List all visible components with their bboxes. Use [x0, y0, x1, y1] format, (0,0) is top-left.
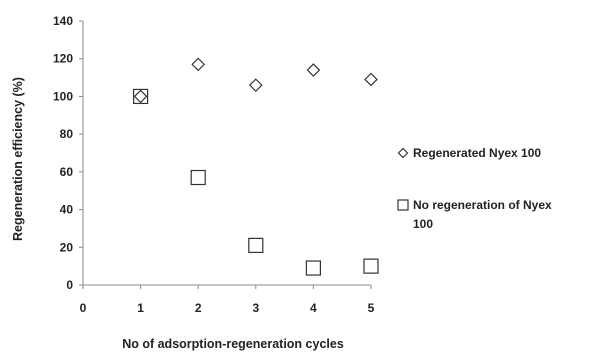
legend-label: No regeneration of Nyex 100: [413, 198, 552, 231]
square-point: [248, 237, 264, 253]
x-tick-label: 5: [368, 301, 375, 315]
diamond-point: [306, 63, 321, 77]
y-tick-label: 80: [60, 127, 74, 141]
y-tick-label: 60: [60, 165, 74, 179]
diamond-point: [364, 72, 378, 87]
y-tick-label: 120: [53, 52, 73, 66]
diamond-point: [248, 78, 263, 92]
square-point: [190, 169, 206, 186]
square-point: [305, 260, 321, 276]
y-tick-label: 0: [66, 278, 73, 292]
legend-label: Regenerated Nyex 100: [413, 146, 541, 160]
x-tick-label: 1: [137, 301, 144, 315]
diamond-point: [191, 57, 206, 72]
x-tick-label: 2: [195, 301, 202, 315]
diamond-point: [133, 89, 148, 104]
legend-square-icon: [397, 199, 409, 211]
y-tick-label: 20: [60, 240, 74, 254]
y-tick-label: 100: [53, 89, 73, 103]
y-tick-label: 40: [60, 203, 74, 217]
x-axis-title: No of adsorption-regeneration cycles: [122, 337, 344, 351]
square-point: [133, 88, 149, 105]
axes: [79, 20, 372, 289]
legend-diamond-icon: [397, 147, 409, 159]
x-tick-label: 3: [252, 301, 259, 315]
square-point: [363, 258, 379, 274]
x-tick-label: 4: [310, 301, 317, 315]
tick-labels: 0 20 40 60 80 100 120 140 0 1 2 3 4 5: [53, 14, 375, 315]
y-tick-label: 140: [53, 14, 73, 28]
x-tick-label: 0: [80, 301, 87, 315]
data-points: [133, 57, 379, 276]
legend: Regenerated Nyex 100 No regeneration of N…: [397, 146, 552, 231]
y-axis-title: Regeneration efficiency (%): [11, 77, 25, 241]
